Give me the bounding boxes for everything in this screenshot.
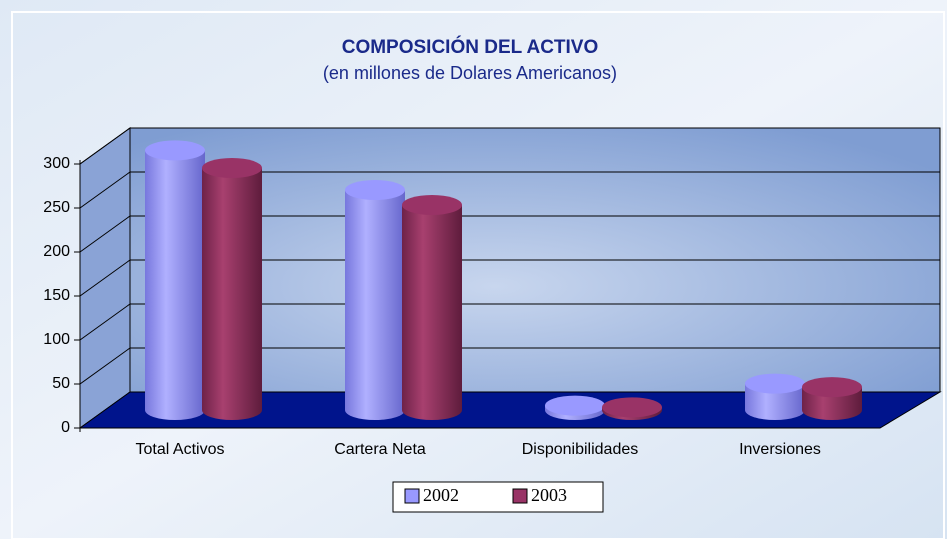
x-tick-label: Disponibilidades (522, 441, 639, 458)
y-tick-label: 300 (43, 155, 70, 172)
y-tick-label: 250 (43, 199, 70, 216)
grid-line (79, 171, 131, 209)
bar-top (345, 180, 405, 200)
y-tick-label: 0 (61, 419, 70, 436)
bar-top (802, 377, 862, 398)
bar-top (402, 194, 462, 215)
grid-line (79, 347, 131, 385)
bar (145, 150, 205, 410)
grid-line (79, 215, 131, 253)
x-tick-label: Cartera Neta (334, 441, 426, 458)
legend-swatch (404, 488, 420, 504)
bar-bottom (145, 400, 205, 420)
bar (345, 190, 405, 410)
bar (202, 168, 262, 410)
grid-line (79, 303, 131, 341)
x-tick-label: Total Activos (136, 441, 225, 458)
legend-label: 2003 (531, 485, 567, 505)
chart-title: COMPOSICIÓN DEL ACTIVO (342, 36, 599, 58)
legend-swatch (512, 488, 528, 504)
bar-bottom (345, 400, 405, 420)
grid-line (79, 259, 131, 297)
bar-top (602, 397, 662, 418)
legend (392, 481, 604, 513)
bar-top (745, 373, 805, 394)
x-tick-label: Inversiones (739, 441, 821, 458)
y-tick-label: 50 (52, 375, 70, 392)
bar-bottom (802, 400, 862, 420)
chart-subtitle: (en millones de Dolares Americanos) (323, 63, 617, 83)
bar-top (145, 140, 205, 161)
bar-bottom (402, 400, 462, 420)
bar-bottom (745, 400, 805, 420)
y-tick-label: 200 (43, 243, 70, 260)
bar-top (202, 158, 262, 178)
bar-bottom (202, 400, 262, 420)
bar (402, 204, 462, 410)
y-tick-label: 150 (43, 287, 70, 304)
y-tick-label: 100 (43, 331, 70, 348)
legend-label: 2002 (423, 485, 459, 505)
grid-line (79, 127, 131, 165)
bar-top (545, 395, 605, 416)
